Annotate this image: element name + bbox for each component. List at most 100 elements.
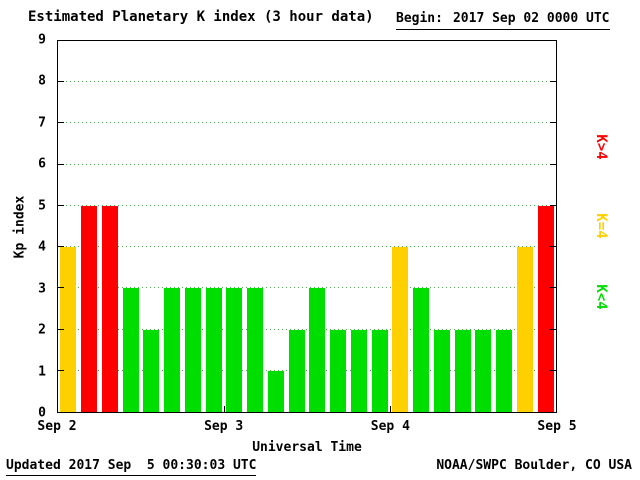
kp-bar: [81, 205, 97, 412]
kp-bar: [475, 329, 492, 412]
y-axis-tick: [58, 246, 64, 248]
bar-slot: [224, 41, 245, 412]
kp-bar: [60, 247, 77, 412]
kp-bar: [496, 329, 512, 412]
kp-bar: [309, 288, 326, 412]
bar-slot: [473, 41, 494, 412]
x-axis-tick: [390, 406, 391, 412]
y-tick-labels: 0 1 2 3 4 5 6 7 8 9: [24, 34, 48, 420]
kp-bar: [226, 288, 243, 412]
kp-bar: [371, 329, 388, 412]
bar-slot: [349, 41, 370, 412]
bar-slot: [100, 41, 121, 412]
begin-line: Begin: 2017 Sep 02 0000 UTC: [396, 11, 610, 30]
bar-slot: [307, 41, 328, 412]
kp-bar: [350, 329, 367, 412]
kp-bar: [101, 205, 118, 412]
kp-bar: [413, 288, 429, 412]
y-axis-tick: [58, 369, 64, 371]
plot-area: [57, 40, 557, 413]
grid-line: [58, 328, 556, 330]
bar-slot: [245, 41, 266, 412]
bar-slot: [494, 41, 515, 412]
bar-slot: [183, 41, 204, 412]
kp-bar: [537, 205, 554, 412]
bar-slot: [286, 41, 307, 412]
kp-bar: [433, 329, 450, 412]
y-tick-label: 8: [38, 73, 46, 89]
bar-slot: [432, 41, 453, 412]
x-axis-title: Universal Time: [252, 440, 362, 455]
bar-slot: [120, 41, 141, 412]
y-tick-label: 5: [38, 198, 46, 214]
bar-slot: [411, 41, 432, 412]
grid-line: [58, 81, 556, 83]
bar-slot: [535, 41, 556, 412]
gridlines: [58, 41, 556, 412]
y-tick-label: 7: [38, 115, 46, 131]
y-tick-label: 4: [38, 239, 46, 255]
kp-bar: [143, 329, 160, 412]
kp-bar: [164, 288, 180, 412]
x-tick-label: Sep 2: [37, 419, 77, 434]
source-text: NOAA/SWPC Boulder, CO USA: [436, 458, 632, 473]
y-axis-tick: [58, 163, 64, 165]
kp-bar: [184, 288, 201, 412]
y-axis-tick: [550, 122, 556, 124]
kp-bar: [288, 329, 305, 412]
bar-slot: [452, 41, 473, 412]
bar-slot: [79, 41, 100, 412]
chart-title: Estimated Planetary K index (3 hour data…: [28, 9, 374, 25]
y-axis-tick: [550, 81, 556, 83]
y-axis-tick: [550, 328, 556, 330]
y-axis-tick: [58, 81, 64, 83]
bar-slot: [390, 41, 411, 412]
grid-line: [58, 369, 556, 371]
y-tick-label: 9: [38, 32, 46, 48]
y-tick-label: 1: [38, 364, 46, 380]
legend-item: K>4: [593, 134, 609, 160]
bar-slot: [515, 41, 536, 412]
bar-slot: [203, 41, 224, 412]
y-axis-tick: [58, 204, 64, 206]
y-axis-tick: [58, 287, 64, 289]
y-axis-tick: [550, 369, 556, 371]
y-tick-label: 2: [38, 322, 46, 338]
x-tick-label: Sep 3: [204, 419, 244, 434]
kp-bar: [205, 288, 222, 412]
grid-line: [58, 163, 556, 165]
legend-item: K<4: [593, 284, 609, 310]
y-tick-label: 3: [38, 281, 46, 297]
begin-value: 2017 Sep 02 0000 UTC: [452, 11, 610, 26]
y-tick-label: 6: [38, 156, 46, 172]
kp-bar: [454, 329, 471, 412]
y-axis-tick: [58, 122, 64, 124]
y-axis-tick: [550, 204, 556, 206]
x-tick-label: Sep 4: [370, 419, 410, 434]
y-tick-label: 0: [38, 405, 46, 421]
updated-text: Updated 2017 Sep 5 00:30:03 UTC: [6, 458, 257, 476]
y-axis-tick: [58, 328, 64, 330]
kp-bar: [267, 370, 284, 412]
bar-slot: [266, 41, 287, 412]
bar-slot: [141, 41, 162, 412]
bar-slot: [369, 41, 390, 412]
kp-bar: [247, 288, 263, 412]
bar-slot: [328, 41, 349, 412]
y-axis-tick: [550, 163, 556, 165]
begin-label: Begin:: [396, 11, 443, 26]
axis-ticks: [58, 41, 556, 412]
grid-line: [58, 246, 556, 248]
bars: [58, 41, 556, 412]
kp-bar: [516, 247, 533, 412]
x-tick-label: Sep 5: [537, 419, 577, 434]
legend-item: K=4: [593, 213, 609, 239]
kp-bar: [122, 288, 139, 412]
grid-line: [58, 204, 556, 206]
kp-bar: [330, 329, 346, 412]
bar-slot: [162, 41, 183, 412]
x-axis-tick: [223, 406, 225, 412]
grid-line: [58, 287, 556, 289]
y-axis-tick: [550, 246, 556, 248]
